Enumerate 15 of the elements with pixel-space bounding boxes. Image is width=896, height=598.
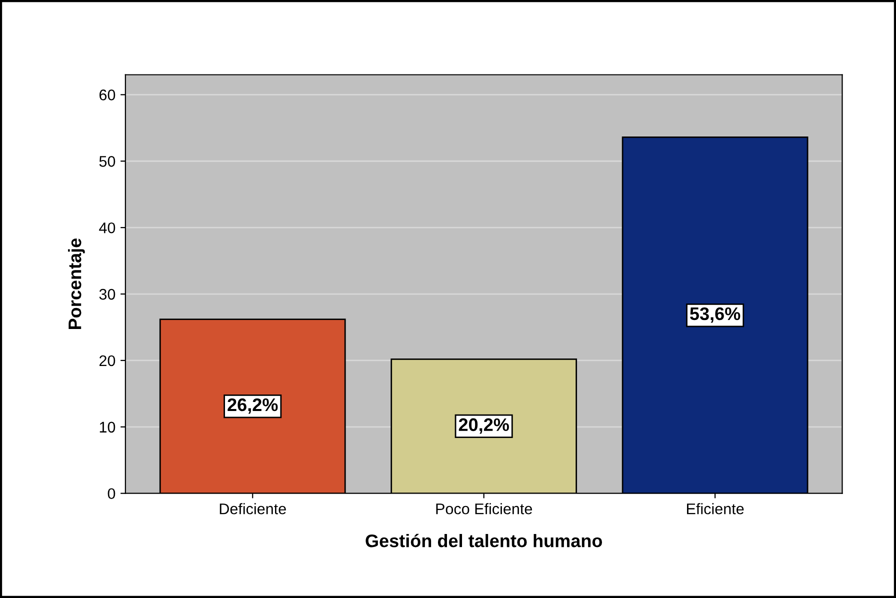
data-label: 53,6%: [690, 307, 740, 323]
y-tick-label: 40: [99, 222, 116, 234]
x-tick-label: Deficiente: [220, 503, 286, 514]
y-axis-title: Porcentaje: [68, 238, 85, 329]
y-tick-label: 0: [108, 488, 116, 500]
y-tick-label: 30: [99, 288, 116, 300]
data-label: 20,2%: [458, 418, 509, 434]
y-tick-label: 50: [99, 156, 116, 167]
x-tick-label: Eficiente: [687, 503, 744, 514]
y-tick-label: 60: [100, 90, 116, 100]
x-tick-label: Poco Eficiente: [436, 503, 532, 514]
y-tick-label: 20: [99, 355, 116, 366]
y-tick-label: 10: [100, 422, 116, 433]
data-label: 26,2%: [228, 398, 278, 414]
x-axis-title: Gestión del talento humano: [366, 534, 602, 548]
